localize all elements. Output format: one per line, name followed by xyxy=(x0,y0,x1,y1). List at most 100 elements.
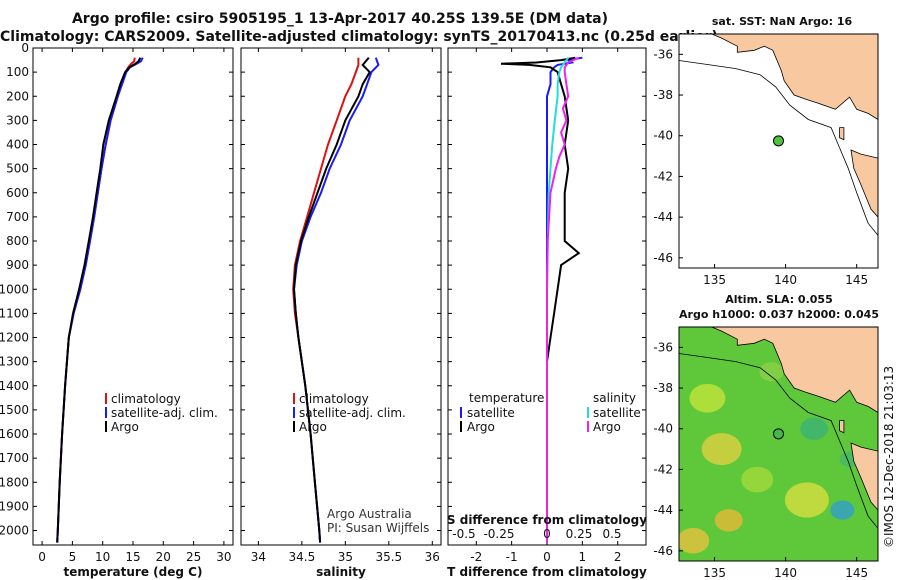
y-tick-label: 1000 xyxy=(0,282,29,296)
series-line xyxy=(292,57,371,543)
lat-tick-label: -46 xyxy=(653,544,673,558)
lon-tick-label: 135 xyxy=(703,273,726,287)
tasmania xyxy=(850,149,878,218)
lat-tick-label: -36 xyxy=(653,47,673,61)
sla-patch xyxy=(679,527,710,554)
x-tick-label: 34 xyxy=(251,550,266,564)
salinity-panel: 34 34.5 35 35.5 36 salinity climatologysatelli… xyxy=(240,47,442,579)
x-tick-label: 35.5 xyxy=(375,550,402,564)
sla-patch xyxy=(784,482,829,518)
x-tick-label: 36 xyxy=(425,550,440,564)
y-tick-label: 1100 xyxy=(0,306,29,320)
legend-label: Argo xyxy=(593,420,621,434)
legend-label: satellite-adj. clim. xyxy=(111,406,218,420)
lat-tick-label: -44 xyxy=(653,503,673,517)
map-frame xyxy=(678,326,879,562)
legend-label: satellite-adj. clim. xyxy=(299,406,406,420)
x-tick-label: 15 xyxy=(125,550,140,564)
x-tick-label: 0 xyxy=(38,550,46,564)
x-tick-label: 10 xyxy=(95,550,110,564)
y-tick-label: 500 xyxy=(6,162,29,176)
difference-panel: -2 -1 0 1 2T difference from climatology temp… xyxy=(447,47,647,579)
sla-map: 135 140 145 -36 -38 -40 -42 -44 -46 Altim. SLA: 0… xyxy=(653,293,896,580)
lat-tick-label: -38 xyxy=(653,88,673,102)
legend-title-salinity: salinity xyxy=(593,391,636,405)
sla-patch xyxy=(701,433,742,466)
y-tick-label: 200 xyxy=(6,89,29,103)
y-tick-label: 700 xyxy=(6,210,29,224)
series-line xyxy=(500,56,581,543)
y-tick-label: 1200 xyxy=(0,331,29,345)
lon-tick-label: 145 xyxy=(845,566,868,580)
sst-map: 135 140 145 -36 -38 -40 -42 -44 -46 sat. SST: NaN… xyxy=(653,15,879,287)
y-tick-label: 1700 xyxy=(0,451,29,465)
legend-label: satellite xyxy=(467,406,515,420)
map-frame xyxy=(678,33,879,269)
x-tick-label: 5 xyxy=(69,550,77,564)
mainland-australia xyxy=(679,327,878,413)
lat-tick-label: -42 xyxy=(653,462,673,476)
lat-tick-label: -38 xyxy=(653,381,673,395)
tasmania xyxy=(850,442,878,511)
credit-line1: Argo Australia xyxy=(327,507,412,521)
king-island xyxy=(839,127,845,141)
lat-tick-label: -40 xyxy=(653,129,673,143)
shelf-contour xyxy=(679,60,878,236)
argo-float-marker xyxy=(773,428,784,440)
sla-patch xyxy=(759,362,784,382)
sla-patch xyxy=(741,466,774,493)
x-tick-label: 2 xyxy=(614,550,622,564)
shelf-contour xyxy=(679,353,878,529)
x-axis-label: T difference from climatology xyxy=(447,565,647,579)
y-tick-label: 100 xyxy=(6,65,29,79)
lon-tick-label: 140 xyxy=(774,566,797,580)
y-tick-label: 2000 xyxy=(0,524,29,538)
figure-title-line2: Climatology: CARS2009. Satellite-adjuste… xyxy=(0,29,718,45)
lat-tick-label: -40 xyxy=(653,422,673,436)
x-tick-label: 0 xyxy=(543,550,551,564)
imos-credit: ©IMOS 12-Dec-2018 21:03:13 xyxy=(882,366,896,548)
x-tick-label: 25 xyxy=(186,550,201,564)
legend-label: climatology xyxy=(111,392,181,406)
lon-tick-label: 145 xyxy=(845,273,868,287)
series-line xyxy=(56,57,142,543)
y-tick-label: 1300 xyxy=(0,355,29,369)
sla-patch xyxy=(830,500,855,520)
y-tick-label: 1500 xyxy=(0,403,29,417)
x-tick-label: 35 xyxy=(338,550,353,564)
y-tick-label: 1600 xyxy=(0,427,29,441)
temperature-panel: 0100200300400500600700800900100011001200… xyxy=(0,41,234,579)
mainland-australia xyxy=(679,34,878,120)
y-tick-label: 1400 xyxy=(0,379,29,393)
legend-label: Argo xyxy=(467,420,495,434)
sla-patch xyxy=(714,509,743,532)
x-tick-label: 1 xyxy=(579,550,587,564)
s-tick-label: 0.5 xyxy=(602,527,621,541)
lon-tick-label: 140 xyxy=(774,273,797,287)
legend-label: satellite xyxy=(593,406,641,420)
plot-frame xyxy=(32,47,234,546)
sla-patch xyxy=(689,383,726,413)
sst-map-title: sat. SST: NaN Argo: 16 xyxy=(712,15,853,28)
y-tick-label: 1900 xyxy=(0,499,29,513)
y-tick-label: 800 xyxy=(6,234,29,248)
sla-map-title-line1: Altim. SLA: 0.055 xyxy=(725,293,832,306)
sla-patch xyxy=(800,417,829,440)
lat-tick-label: -36 xyxy=(653,340,673,354)
sla-map-title-line2: Argo h1000: 0.037 h2000: 0.045 xyxy=(679,308,879,321)
s-tick-label: -0.5 xyxy=(452,527,475,541)
x-axis-label: temperature (deg C) xyxy=(64,565,203,579)
s-tick-label: 0 xyxy=(543,527,551,541)
x-axis-label: salinity xyxy=(316,565,366,579)
s-tick-label: 0.25 xyxy=(566,527,593,541)
plot-frame xyxy=(240,47,442,546)
legend-label: Argo xyxy=(299,420,327,434)
x-tick-label: -2 xyxy=(470,550,482,564)
series-line xyxy=(546,56,580,543)
y-tick-label: 600 xyxy=(6,186,29,200)
credit-line2: PI: Susan Wijffels xyxy=(327,521,429,535)
argo-float-marker xyxy=(773,135,784,147)
lat-tick-label: -46 xyxy=(653,251,673,265)
s-axis-label: S difference from climatology xyxy=(447,513,647,527)
